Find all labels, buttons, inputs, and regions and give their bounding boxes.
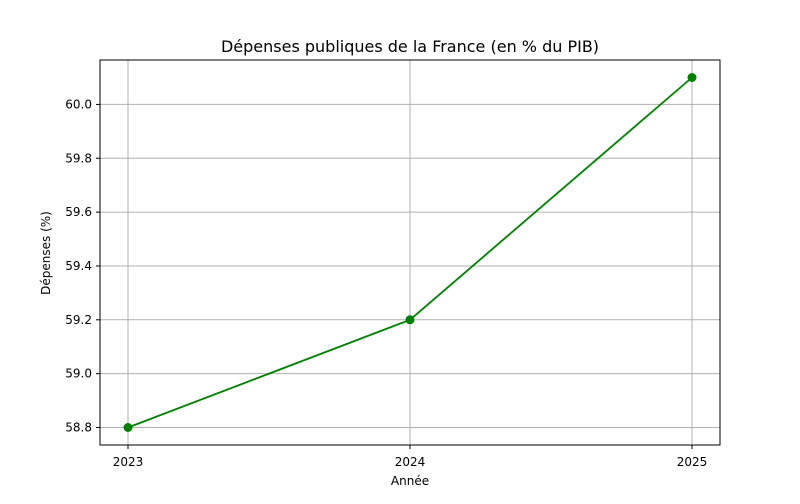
y-tick-label: 59.6	[65, 205, 92, 219]
y-tick-label: 60.0	[65, 97, 92, 111]
x-tick-label: 2023	[113, 455, 144, 469]
data-point-marker	[405, 315, 415, 325]
y-tick-label: 59.2	[65, 313, 92, 327]
chart-title: Dépenses publiques de la France (en % du…	[221, 37, 599, 56]
x-axis-ticks: 2023 2024 2025	[113, 445, 708, 469]
data-series	[123, 73, 697, 432]
data-point-marker	[687, 73, 697, 82]
grid-lines	[100, 60, 720, 445]
x-tick-label: 2025	[677, 455, 708, 469]
y-tick-label: 59.8	[65, 151, 92, 165]
x-axis-label: Année	[391, 474, 429, 488]
y-tick-label: 59.4	[65, 259, 92, 273]
y-axis-ticks: 58.8 59.0 59.2 59.4 59.6 59.8 60.0	[65, 97, 100, 435]
y-tick-label: 58.8	[65, 421, 92, 435]
x-tick-label: 2024	[395, 455, 426, 469]
y-tick-label: 59.0	[65, 367, 92, 381]
y-axis-label: Dépenses (%)	[39, 211, 53, 295]
data-point-marker	[123, 423, 133, 432]
